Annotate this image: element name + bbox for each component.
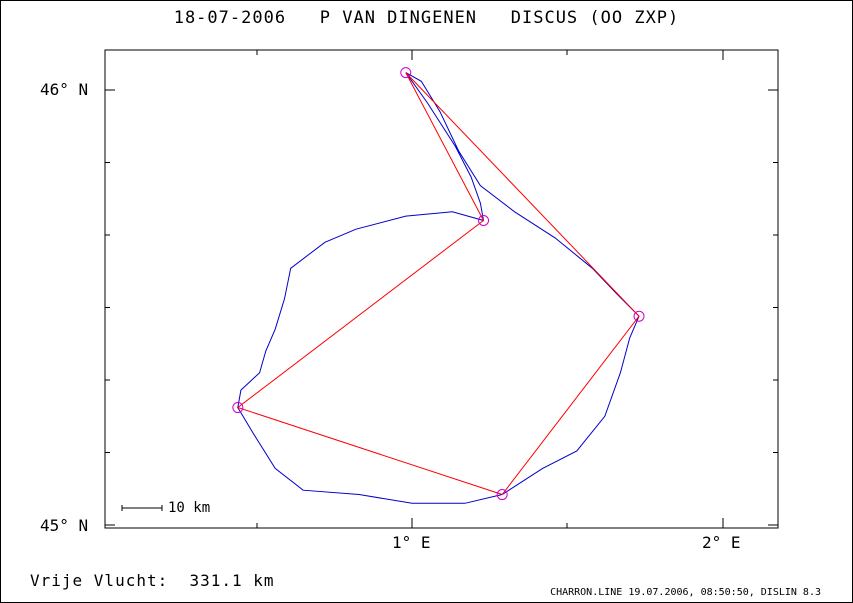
- flight-track: [237, 72, 640, 504]
- map-plot-area: [104, 49, 779, 529]
- turnpoint-marker-4: [496, 489, 508, 501]
- turnpoint-marker-3: [633, 310, 645, 322]
- lat-label-46: 46° N: [40, 80, 89, 99]
- turnpoints: [232, 67, 645, 501]
- task-route: [236, 72, 640, 496]
- axis-ticks: [105, 50, 778, 528]
- credit-line: CHARRON.LINE 19.07.2006, 08:50:50, DISLI…: [550, 587, 821, 598]
- lat-label-45: 45° N: [40, 516, 89, 535]
- scale-bar-label: 10 km: [168, 500, 211, 516]
- turnpoint-marker-5: [232, 402, 244, 414]
- scale-bar: [121, 505, 163, 511]
- turnpoint-marker-1: [400, 67, 412, 79]
- turnpoint-marker-2: [478, 215, 490, 226]
- lon-label-2e: 2° E: [702, 533, 741, 552]
- free-flight-distance: Vrije Vlucht: 331.1 km: [30, 571, 275, 590]
- lon-label-1e: 1° E: [392, 533, 431, 552]
- flight-title: 18-07-2006 P VAN DINGENEN DISCUS (OO ZXP…: [173, 8, 680, 28]
